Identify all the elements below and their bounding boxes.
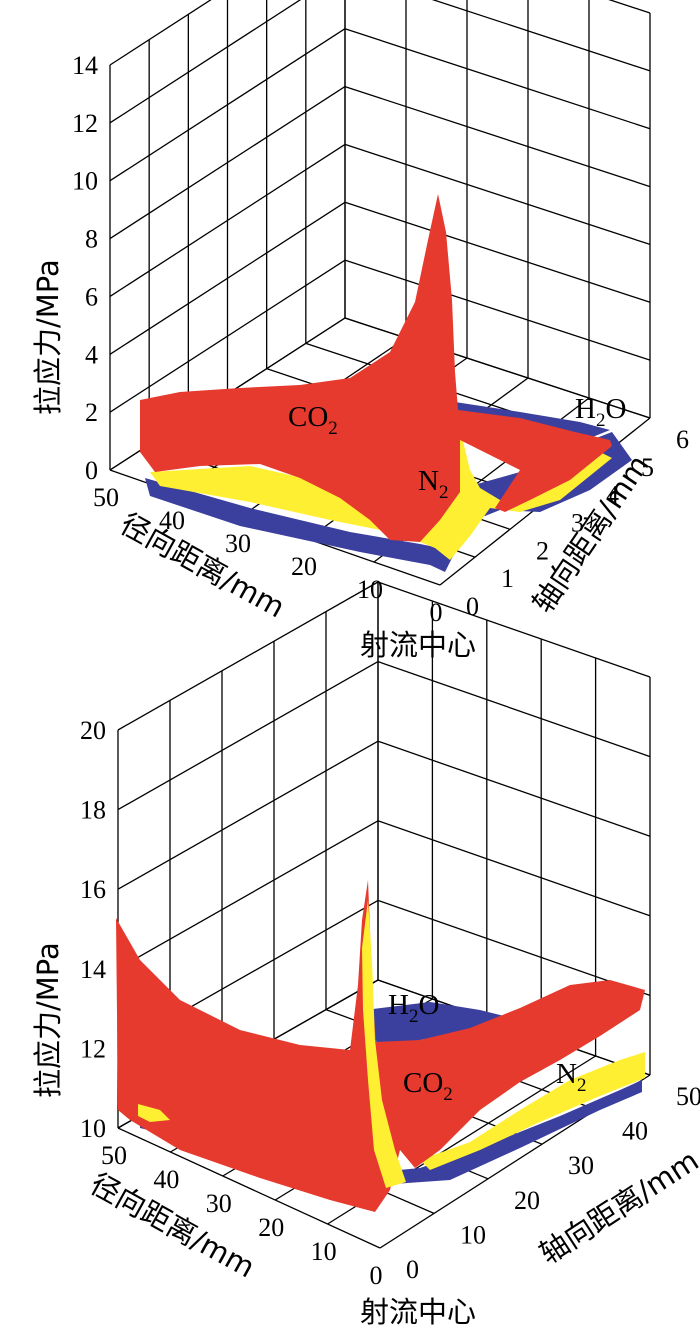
grid-line <box>377 820 651 917</box>
z-tick-label: 6 <box>85 282 98 311</box>
z-axis-label-bottom: 拉应力/MPa <box>31 942 65 1098</box>
y-tick-label: 10 <box>460 1220 486 1249</box>
x-tick-label: 30 <box>225 529 251 558</box>
z-tick-label: 18 <box>80 796 106 825</box>
y-tick-label: 3 <box>571 509 584 538</box>
n2-surface-bottom <box>420 1052 645 1170</box>
z-ticks-top: 0 2 4 6 8 10 12 14 <box>72 51 98 485</box>
series-label-h2o-bottom: H2O <box>388 989 439 1027</box>
y-ticks-bottom: 0 10 20 30 40 50 <box>406 1082 700 1284</box>
x-tick-label: 40 <box>159 506 185 535</box>
z-tick-label: 2 <box>85 398 98 427</box>
y-tick-label: 1 <box>501 564 514 593</box>
grid-line <box>344 201 651 303</box>
grid-line <box>344 259 651 361</box>
y-tick-label: 30 <box>568 1151 594 1180</box>
n2-spike-bottom <box>362 900 406 1188</box>
x-tick-label: 10 <box>357 575 383 604</box>
grid-line <box>377 740 651 837</box>
z-tick-label: 20 <box>80 716 106 745</box>
series-label-n2-top: N2 <box>418 465 448 503</box>
n2-surface-top <box>150 330 612 560</box>
y-tick-label: 50 <box>676 1082 700 1111</box>
grid-line <box>377 899 651 997</box>
z-tick-label: 14 <box>80 955 106 984</box>
z-tick-label: 8 <box>85 225 98 254</box>
z-tick-label: 16 <box>80 875 106 904</box>
series-label-co2-bottom: CO2 <box>403 1067 453 1105</box>
grid-line <box>117 1127 381 1249</box>
grid-line <box>377 581 651 678</box>
grid-line <box>117 661 379 811</box>
n2-corner-bottom <box>138 1104 170 1122</box>
y-tick-label: 4 <box>606 481 619 510</box>
chart-top: CO2 N2 H2O 0 2 4 6 8 10 12 14 0 10 20 30 40 50 01234… <box>31 0 689 662</box>
y-tick-label: 6 <box>676 425 689 454</box>
grid-line <box>117 820 379 970</box>
grid-line <box>344 143 651 246</box>
grid-line <box>117 740 379 890</box>
x-tick-label: 30 <box>206 1189 232 1218</box>
grid-line <box>344 28 651 130</box>
z-tick-label: 14 <box>72 51 98 80</box>
x-tick-label: 50 <box>101 1141 127 1170</box>
x-tick-label: 0 <box>370 1261 383 1290</box>
grid-line <box>608 0 651 14</box>
z-tick-label: 12 <box>72 109 98 138</box>
x-tick-label: 20 <box>258 1213 284 1242</box>
origin-label-top: 射流中心 <box>360 628 476 662</box>
z-tick-label: 0 <box>85 456 98 485</box>
grid-line <box>431 0 651 72</box>
grid-line <box>344 85 651 188</box>
series-label-co2-top: CO2 <box>288 401 338 439</box>
h2o-surface-bottom <box>365 1002 520 1052</box>
origin-label-bottom: 射流中心 <box>360 1295 476 1329</box>
z-tick-label: 12 <box>80 1034 106 1063</box>
x-ticks-bottom: 0 10 20 30 40 50 <box>101 1141 383 1290</box>
x-tick-label: 40 <box>153 1165 179 1194</box>
grid-top <box>109 0 651 586</box>
grid-line <box>344 317 651 419</box>
z-tick-label: 4 <box>85 340 98 369</box>
y-tick-label: 5 <box>641 453 654 482</box>
y-tick-label: 40 <box>622 1117 648 1146</box>
x-tick-label: 10 <box>311 1237 337 1266</box>
co2-surface-bottom <box>116 880 645 1212</box>
z-ticks-bottom: 10 12 14 16 18 20 <box>80 716 106 1143</box>
z-axis-label-top: 拉应力/MPa <box>31 259 65 415</box>
y-axis-label-bottom: 轴向距离/mm <box>533 1143 700 1271</box>
y-tick-label: 20 <box>514 1186 540 1215</box>
chart-bottom: CO2 N2 H2O 10 12 14 16 18 20 0 10 20 30 40 50 0 10 2… <box>31 581 700 1329</box>
x-tick-label: 20 <box>291 552 317 581</box>
grid-line <box>377 660 651 758</box>
y-tick-label: 0 <box>406 1255 419 1284</box>
x-tick-label: 50 <box>93 483 119 512</box>
y-tick-label: 2 <box>536 536 549 565</box>
grid-line <box>117 581 379 731</box>
z-tick-label: 10 <box>80 1114 106 1143</box>
series-label-h2o-top: H2O <box>575 393 626 431</box>
co2-surface-top <box>140 194 612 542</box>
series-label-n2-bottom: N2 <box>556 1058 586 1096</box>
z-tick-label: 10 <box>72 167 98 196</box>
